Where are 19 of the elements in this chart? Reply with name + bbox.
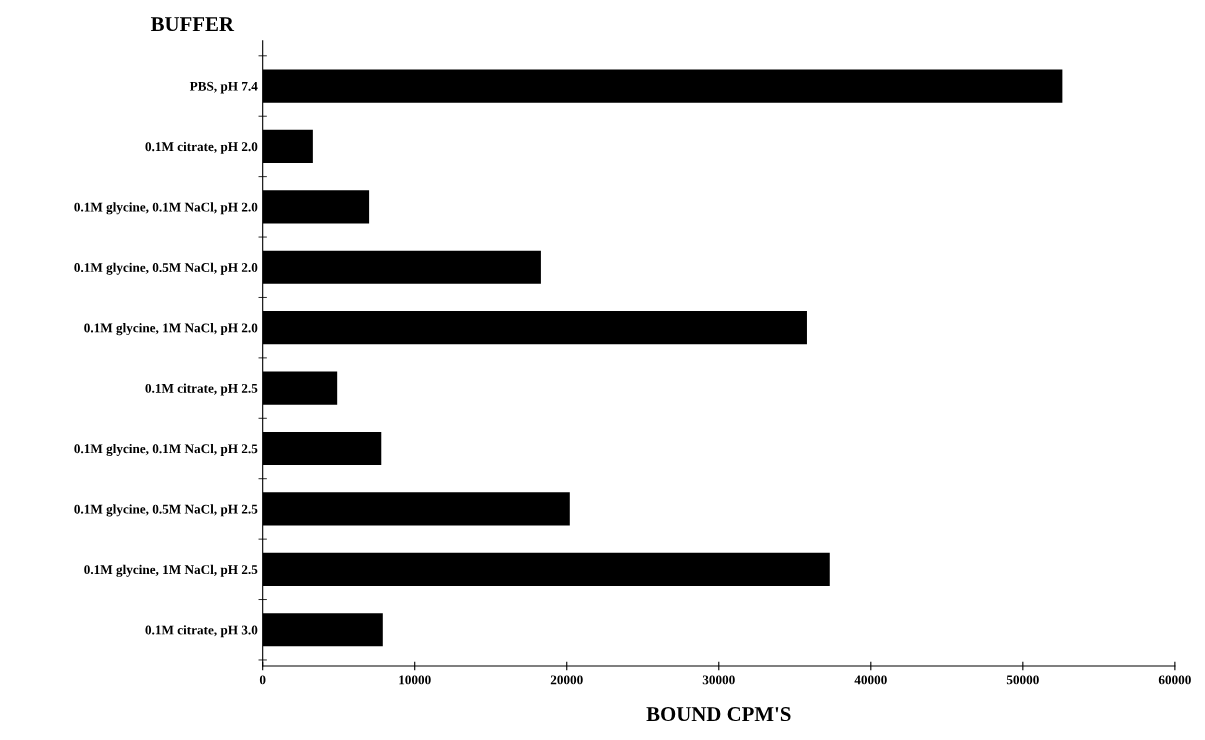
y-tick-label: 0.1M citrate, pH 3.0 <box>145 625 258 638</box>
y-tick-label: 0.1M citrate, pH 2.0 <box>145 141 258 154</box>
x-tick-label: 10000 <box>399 675 431 685</box>
y-tick-label: 0.1M citrate, pH 2.5 <box>145 383 258 396</box>
y-tick-label: PBS, pH 7.4 <box>189 81 258 94</box>
x-tick-label: 30000 <box>702 675 735 685</box>
x-tick-label: 40000 <box>854 675 887 685</box>
y-tick-label: 0.1M glycine, 0.5M NaCl, pH 2.0 <box>74 262 258 275</box>
y-tick-label: 0.1M glycine, 0.1M NaCl, pH 2.0 <box>74 202 258 215</box>
y-tick-label: 0.1M glycine, 0.1M NaCl, pH 2.5 <box>74 443 258 456</box>
x-tick-label: 0 <box>259 675 266 685</box>
x-tick-label: 50000 <box>1006 675 1039 685</box>
x-tick-label: 60000 <box>1158 675 1191 685</box>
y-tick-label: 0.1M glycine, 0.5M NaCl, pH 2.5 <box>74 504 258 517</box>
x-tick-label: 20000 <box>550 675 583 685</box>
y-tick-label: 0.1M glycine, 1M NaCl, pH 2.5 <box>84 564 258 577</box>
y-axis-title: BUFFER <box>150 17 235 32</box>
y-tick-label: 0.1M glycine, 1M NaCl, pH 2.0 <box>84 323 258 336</box>
x-axis-title: BOUND CPM'S <box>646 707 791 722</box>
